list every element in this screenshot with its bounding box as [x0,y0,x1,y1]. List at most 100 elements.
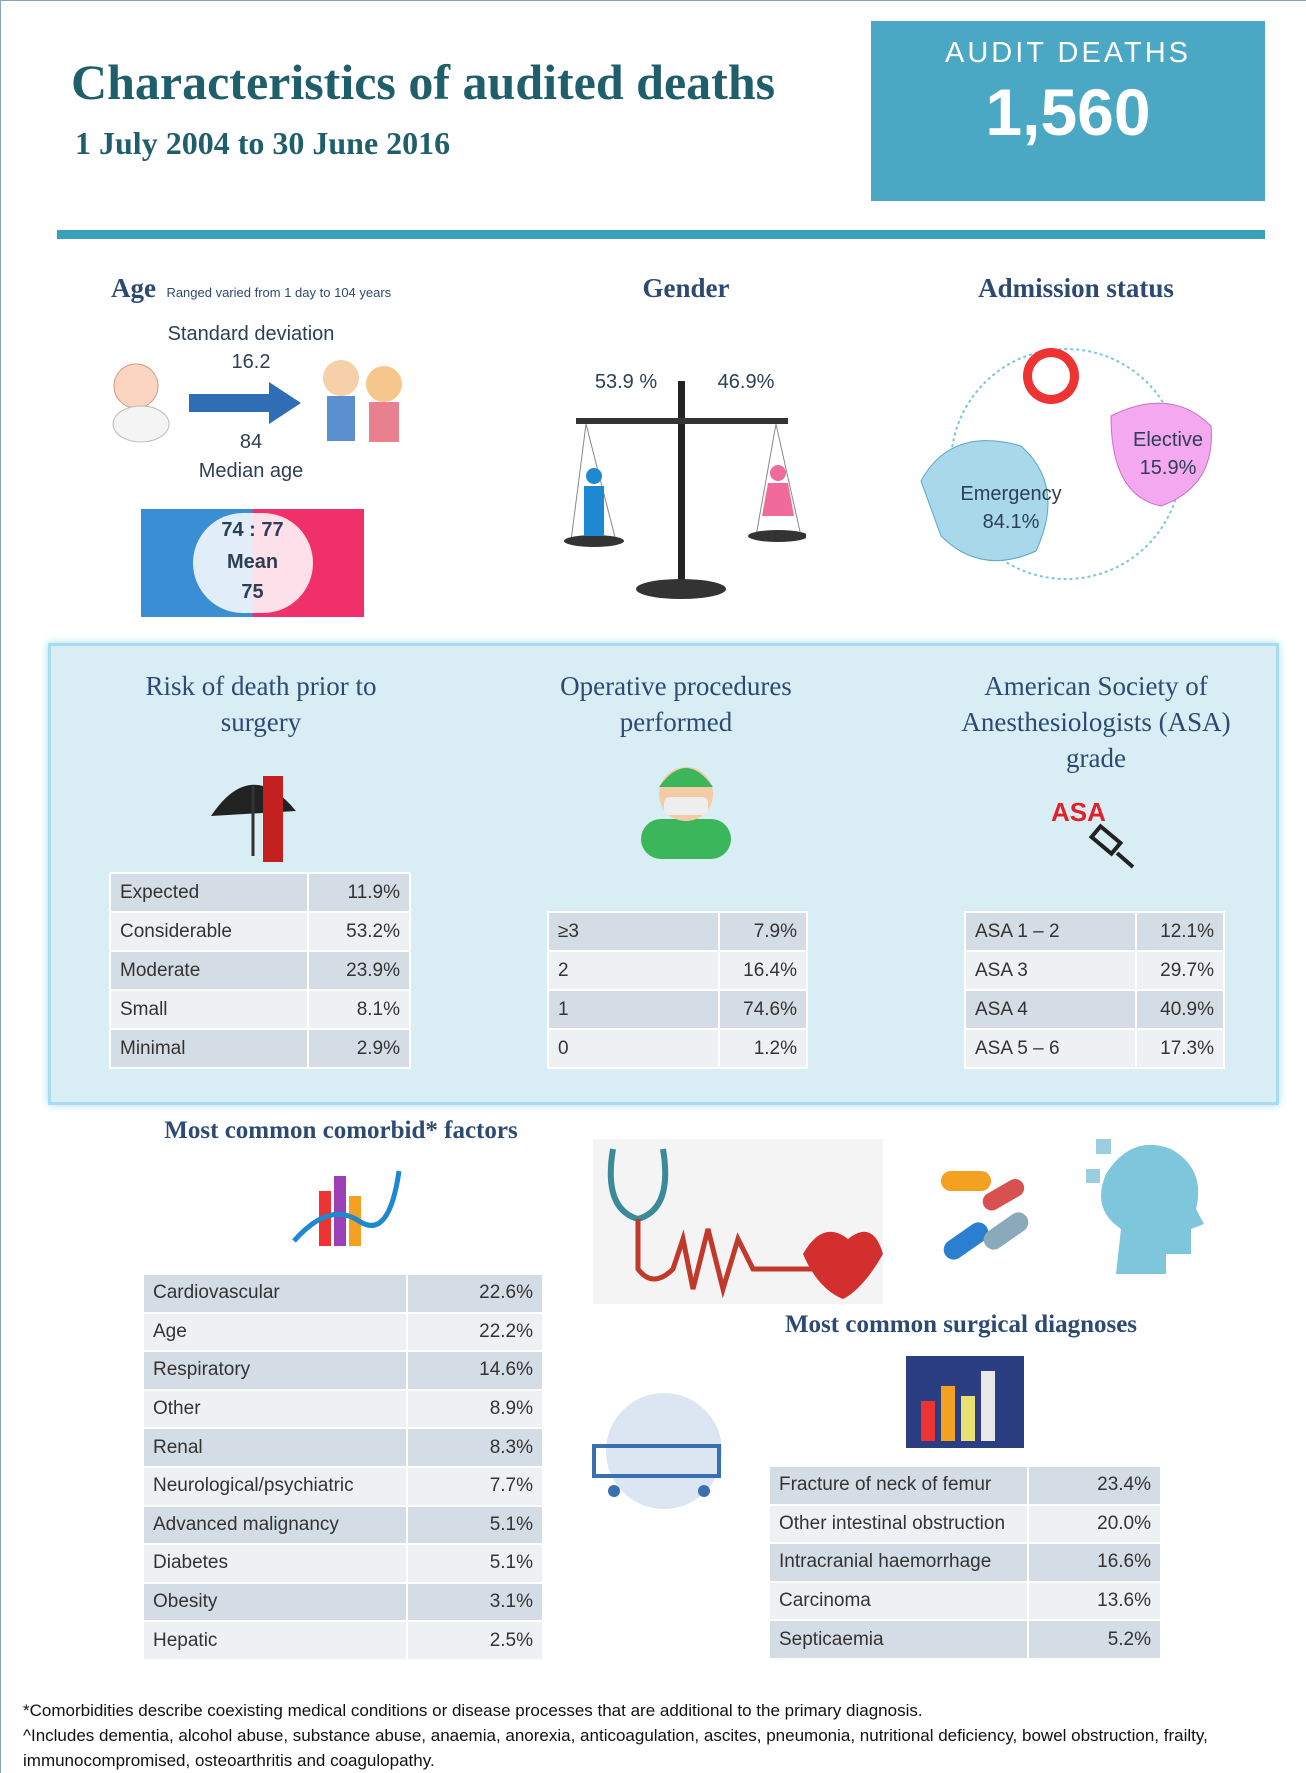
row-value: 22.6% [407,1274,543,1313]
footnote: *Comorbidities describe coexisting medic… [23,1698,1283,1723]
table-row: Minimal2.9% [110,1029,410,1068]
row-value: 5.1% [407,1544,543,1583]
row-value: 20.0% [1028,1505,1161,1544]
row-label: Hepatic [143,1621,407,1660]
risk-heading: Risk of death prior to surgery [121,668,401,740]
admission-heading: Admission status [951,273,1201,304]
age-heading: Age [111,273,156,303]
row-value: 74.6% [719,990,807,1029]
asa-heading: American Society of Anesthesiologists (A… [951,668,1241,776]
row-value: 14.6% [407,1351,543,1390]
stethoscope-icon [593,1139,883,1304]
footnotes: *Comorbidities describe coexisting medic… [23,1698,1283,1773]
row-label: ≥3 [548,912,719,951]
row-label: Other [143,1390,407,1429]
row-value: 53.2% [308,912,410,951]
row-label: ASA 4 [965,990,1136,1029]
emergency-value: 84.1% [941,511,1081,534]
row-label: Carcinoma [769,1582,1028,1621]
chart-icon [289,1161,409,1256]
surgeon-icon [631,749,741,859]
emergency-label: Emergency [941,483,1081,506]
row-label: 1 [548,990,719,1029]
elective-label: Elective [1113,429,1223,452]
row-label: 0 [548,1029,719,1068]
row-label: Expected [110,873,308,912]
row-label: ASA 3 [965,951,1136,990]
gender-age-box: 74 : 77 Mean 75 [141,509,364,617]
mean-value: 75 [141,581,364,604]
row-value: 8.3% [407,1428,543,1467]
row-value: 8.1% [308,990,410,1029]
row-value: 23.4% [1028,1466,1161,1505]
row-value: 13.6% [1028,1582,1161,1621]
row-value: 12.1% [1136,912,1224,951]
table-row: 174.6% [548,990,807,1029]
syringe-icon [1081,823,1141,873]
row-value: 5.2% [1028,1620,1161,1659]
table-row: Other intestinal obstruction20.0% [769,1505,1161,1544]
row-label: Moderate [110,951,308,990]
row-value: 29.7% [1136,951,1224,990]
mean-by-gender: 74 : 77 [141,519,364,542]
row-value: 23.9% [308,951,410,990]
row-label: Respiratory [143,1351,407,1390]
row-value: 16.6% [1028,1543,1161,1582]
badge-label: AUDIT DEATHS [871,37,1265,70]
row-value: 7.9% [719,912,807,951]
row-label: Neurological/psychiatric [143,1467,407,1506]
infographic: Characteristics of audited deaths 1 July… [0,0,1306,1773]
bed-icon [589,1391,724,1511]
row-value: 11.9% [308,873,410,912]
operative-heading: Operative procedures performed [531,668,821,740]
row-label: Obesity [143,1583,407,1622]
age-heading-row: Age Ranged varied from 1 day to 104 year… [111,273,391,304]
median-label: Median age [151,460,351,483]
title: Characteristics of audited deaths [71,53,775,111]
elective-value: 15.9% [1113,457,1223,480]
subtitle: 1 July 2004 to 30 June 2016 [75,125,450,162]
gender-heading: Gender [586,273,786,304]
row-label: Considerable [110,912,308,951]
row-label: Minimal [110,1029,308,1068]
row-value: 8.9% [407,1390,543,1429]
scale-icon [556,376,806,616]
pills-icon [936,1161,1036,1271]
row-label: Renal [143,1428,407,1467]
table-row: ASA 440.9% [965,990,1224,1029]
row-value: 5.1% [407,1506,543,1545]
badge: AUDIT DEATHS 1,560 [871,21,1265,201]
row-value: 22.2% [407,1313,543,1352]
row-value: 2.9% [308,1029,410,1068]
row-value: 16.4% [719,951,807,990]
row-label: Other intestinal obstruction [769,1505,1028,1544]
table-row: Advanced malignancy5.1% [143,1506,543,1545]
age-icons [101,356,421,451]
table-row: Moderate23.9% [110,951,410,990]
divider [57,230,1265,239]
row-label: Intracranial haemorrhage [769,1543,1028,1582]
row-label: ASA 1 – 2 [965,912,1136,951]
row-label: Diabetes [143,1544,407,1583]
row-value: 3.1% [407,1583,543,1622]
row-label: Fracture of neck of femur [769,1466,1028,1505]
